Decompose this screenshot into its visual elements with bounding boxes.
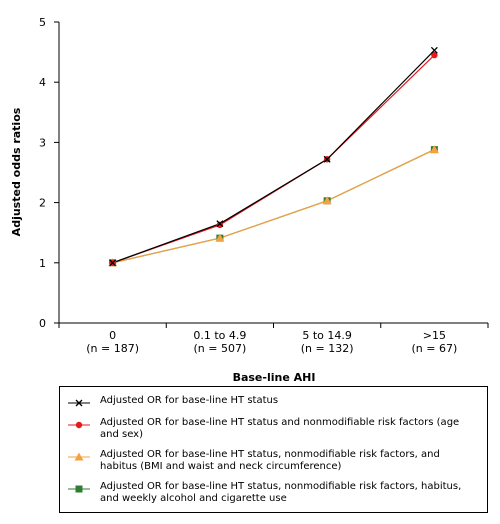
data-point [109, 259, 117, 267]
legend-item: Adjusted OR for base-line HT status and … [68, 417, 479, 441]
y-tick-label: 2 [39, 197, 46, 210]
series-line [112, 49, 435, 264]
data-point [216, 221, 224, 229]
square-marker-icon [68, 485, 90, 493]
y-ticks: 0 1 2 3 4 5 [39, 16, 59, 330]
y-tick-label: 4 [39, 76, 46, 89]
triangle-marker-icon [68, 452, 90, 461]
y-tick-label: 1 [39, 257, 46, 270]
legend-item: Adjusted OR for base-line HT status, non… [68, 481, 479, 505]
legend-label: Adjusted OR for base-line HT status [100, 395, 279, 406]
x-axis-title: Base-line AHI [233, 371, 316, 384]
series-line [112, 149, 435, 264]
y-tick-label: 3 [39, 136, 46, 149]
x-tick-label: 5 to 14.9 [302, 329, 352, 342]
legend-item: Adjusted OR for base-line HT status [68, 395, 479, 409]
x-tick-label: 0 [109, 329, 116, 342]
series-lines [112, 49, 435, 264]
circle-marker-icon [68, 421, 90, 429]
legend-item: Adjusted OR for base-line HT status, non… [68, 449, 479, 473]
y-tick-label: 0 [39, 317, 46, 330]
x-tick-sublabel: (n = 132) [301, 342, 354, 355]
series-line [112, 54, 435, 264]
x-marker-icon [68, 399, 90, 407]
x-tick-label: >15 [423, 329, 446, 342]
y-tick-label: 5 [39, 16, 46, 29]
data-point [322, 196, 332, 205]
legend-label: Adjusted OR for base-line HT status, non… [100, 481, 462, 504]
data-point [430, 46, 438, 54]
data-point [215, 233, 225, 242]
x-tick-sublabel: (n = 67) [411, 342, 457, 355]
data-point [431, 51, 438, 59]
legend: Adjusted OR for base-line HT status Adju… [59, 386, 488, 513]
data-point [216, 220, 224, 228]
legend-label: Adjusted OR for base-line HT status and … [100, 417, 460, 440]
x-tick-sublabel: (n = 187) [86, 342, 139, 355]
data-point [323, 155, 331, 163]
data-point [429, 145, 439, 154]
y-axis-title: Adjusted odds ratios [10, 107, 23, 236]
series-markers [108, 46, 439, 267]
x-ticks: 0(n = 187)0.1 to 4.9(n = 507)5 to 14.9(n… [58, 323, 489, 355]
x-tick-sublabel: (n = 507) [193, 342, 246, 355]
x-tick-label: 0.1 to 4.9 [193, 329, 246, 342]
legend-label: Adjusted OR for base-line HT status, non… [100, 449, 440, 472]
